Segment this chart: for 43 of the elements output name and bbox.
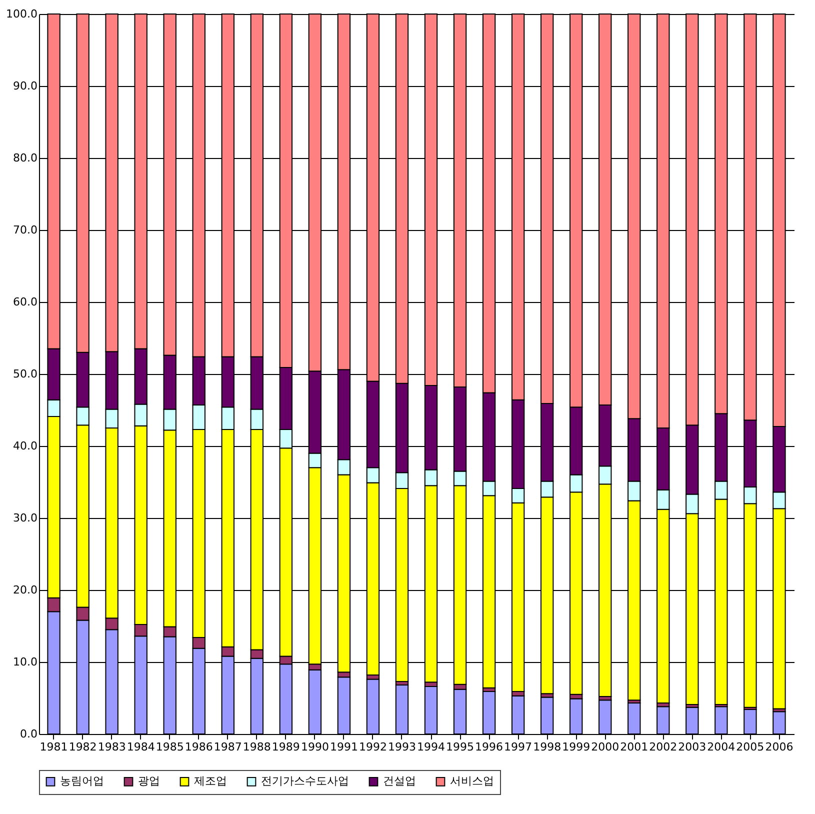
x-tick-label: 1986: [184, 740, 213, 754]
y-tick-label: 10.0: [13, 656, 38, 668]
legend-label: 서비스업: [450, 774, 494, 788]
legend-label: 제조업: [194, 774, 227, 788]
y-tick-label: 60.0: [13, 296, 38, 308]
legend-label: 건설업: [383, 774, 416, 788]
x-tick-label: 1994: [417, 740, 446, 754]
x-tick-label: 1985: [156, 740, 184, 754]
x-tick-label: 1996: [475, 740, 504, 754]
x-tick-label: 1991: [330, 740, 358, 754]
y-tick-label: 30.0: [13, 512, 38, 524]
x-tick-label: 1999: [562, 740, 590, 754]
x-tick-label: 1997: [504, 740, 532, 754]
x-tick-label: 2000: [591, 740, 620, 754]
legend-label: 전기가스수도사업: [261, 774, 349, 788]
x-tick-label: 1988: [242, 740, 271, 754]
x-tick-label: 1987: [214, 740, 242, 754]
y-tick-label: 50.0: [13, 368, 38, 380]
x-tick-label: 2005: [736, 740, 764, 754]
y-tick-label: 80.0: [13, 152, 38, 164]
x-tick-label: 2006: [765, 740, 794, 754]
x-tick-label: 1990: [300, 740, 329, 754]
x-tick-label: 2001: [620, 740, 648, 754]
x-tick-label: 2002: [649, 740, 678, 754]
x-tick-label: 1981: [40, 740, 68, 754]
x-tick-label: 1992: [358, 740, 387, 754]
x-tick-label: 1982: [68, 740, 97, 754]
y-tick-label: 90.0: [13, 80, 38, 92]
x-tick-label: 1998: [533, 740, 562, 754]
y-tick-label: 100.0: [6, 8, 38, 20]
legend-label: 광업: [138, 774, 160, 788]
y-tick-label: 40.0: [13, 440, 38, 452]
x-tick-label: 1984: [126, 740, 155, 754]
x-tick-label: 2003: [678, 740, 706, 754]
x-tick-label: 2004: [707, 740, 736, 754]
y-tick-label: 70.0: [13, 224, 38, 236]
legend-label: 농림어업: [60, 774, 104, 788]
y-tick-label: 20.0: [13, 584, 38, 596]
x-tick-label: 1983: [98, 740, 126, 754]
x-tick-label: 1989: [272, 740, 300, 754]
x-tick-label: 1995: [446, 740, 474, 754]
x-tick-label: 1993: [388, 740, 416, 754]
y-tick-label: 0.0: [20, 728, 38, 740]
